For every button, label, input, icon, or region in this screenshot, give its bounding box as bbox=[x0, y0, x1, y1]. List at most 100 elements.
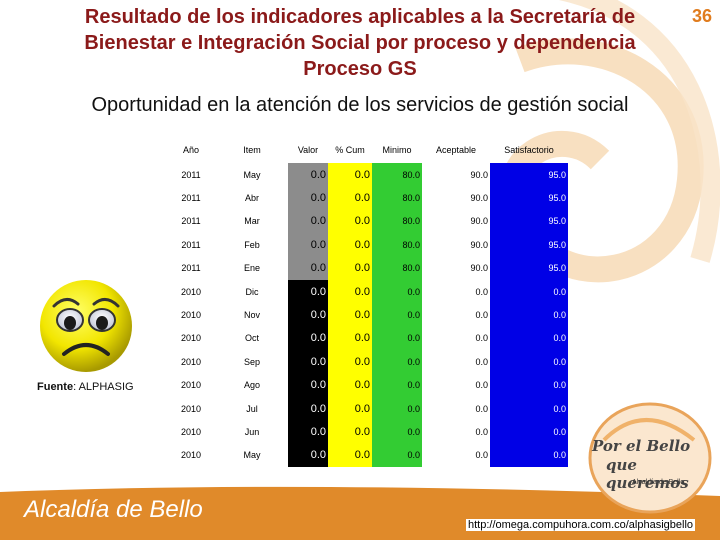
cell-minimo: 0.0 bbox=[372, 303, 422, 327]
col-header-year: Año bbox=[182, 145, 199, 155]
cell-satisfactorio: 0.0 bbox=[490, 326, 568, 351]
cell-item: Mar bbox=[244, 216, 260, 227]
table-row: 2011 Abr 0.0 0.0 80.0 90.0 95.0 bbox=[166, 186, 568, 210]
table-row: 2010 Jul 0.0 0.0 0.0 0.0 0.0 bbox=[166, 396, 568, 421]
cell-minimo: 80.0 bbox=[372, 256, 422, 280]
logo-swirl-icon bbox=[588, 402, 712, 514]
page-title-line: Proceso GS bbox=[303, 58, 417, 80]
cell-year: 2010 bbox=[180, 333, 202, 344]
logo-text-line2: que queremos bbox=[606, 456, 689, 492]
cell-satisfactorio: 0.0 bbox=[490, 279, 568, 304]
cell-valor: 0.0 bbox=[288, 233, 328, 257]
table-row: 2010 Nov 0.0 0.0 0.0 0.0 0.0 bbox=[166, 303, 568, 327]
col-header-item: Item bbox=[243, 145, 261, 155]
cell-minimo: 80.0 bbox=[372, 186, 422, 210]
cell-year: 2011 bbox=[181, 169, 201, 180]
cell-valor: 0.0 bbox=[288, 373, 328, 397]
cell-year: 2011 bbox=[181, 263, 201, 274]
cell-item: Jun bbox=[244, 426, 260, 437]
cell-year: 2010 bbox=[180, 426, 202, 437]
cell-valor: 0.0 bbox=[288, 326, 328, 351]
cell-minimo: 0.0 bbox=[372, 396, 422, 421]
cell-satisfactorio: 0.0 bbox=[490, 350, 568, 374]
cell-minimo: 0.0 bbox=[372, 279, 422, 304]
cell-aceptable: 0.0 bbox=[475, 356, 488, 367]
cell-aceptable: 90.0 bbox=[470, 216, 488, 227]
cell-aceptable: 90.0 bbox=[470, 263, 488, 274]
footer-org-name: Alcaldía de Bello bbox=[24, 496, 203, 523]
cell-minimo: 0.0 bbox=[372, 350, 422, 374]
indicator-table: Año Item Valor % Cum Minimo Aceptable Sa… bbox=[166, 137, 568, 468]
cell-valor: 0.0 bbox=[288, 303, 328, 327]
cell-item: Oct bbox=[244, 333, 259, 344]
sad-face-icon bbox=[40, 280, 132, 372]
cell-cum: 0.0 bbox=[328, 163, 372, 187]
cell-year: 2010 bbox=[180, 286, 202, 297]
cell-year: 2010 bbox=[180, 403, 202, 414]
table-row: 2010 Dic 0.0 0.0 0.0 0.0 0.0 bbox=[166, 279, 568, 304]
cell-satisfactorio: 0.0 bbox=[490, 303, 568, 327]
cell-minimo: 0.0 bbox=[372, 420, 422, 444]
col-header-cum: % Cum bbox=[335, 145, 365, 155]
cell-cum: 0.0 bbox=[328, 350, 372, 374]
cell-aceptable: 90.0 bbox=[470, 193, 488, 204]
cell-year: 2011 bbox=[181, 193, 201, 204]
cell-item: Feb bbox=[244, 239, 260, 250]
cell-item: Abr bbox=[244, 193, 259, 204]
cell-cum: 0.0 bbox=[328, 186, 372, 210]
source-label: Fuente bbox=[37, 381, 74, 393]
slide-number: 36 bbox=[691, 6, 712, 26]
col-header-minimo: Minimo bbox=[382, 145, 412, 155]
cell-valor: 0.0 bbox=[288, 443, 328, 468]
cell-satisfactorio: 0.0 bbox=[490, 420, 568, 444]
cell-year: 2010 bbox=[180, 450, 202, 461]
cell-cum: 0.0 bbox=[328, 209, 372, 234]
cell-item: Nov bbox=[243, 310, 260, 321]
cell-cum: 0.0 bbox=[328, 279, 372, 304]
source-value: : ALPHASIG bbox=[73, 381, 134, 393]
cell-item: May bbox=[243, 450, 261, 461]
cell-valor: 0.0 bbox=[288, 209, 328, 234]
cell-cum: 0.0 bbox=[328, 443, 372, 468]
cell-item: Jul bbox=[246, 403, 258, 414]
table-row: 2011 May 0.0 0.0 80.0 90.0 95.0 bbox=[166, 163, 568, 187]
cell-minimo: 0.0 bbox=[372, 326, 422, 351]
table-header-row: Año Item Valor % Cum Minimo Aceptable Sa… bbox=[166, 137, 568, 163]
cell-cum: 0.0 bbox=[328, 396, 372, 421]
chart-subtitle: Oportunidad en la atención de los servic… bbox=[91, 94, 629, 116]
col-header-aceptable: Aceptable bbox=[435, 145, 477, 155]
cell-year: 2010 bbox=[180, 310, 202, 321]
footer-url-link[interactable]: http://omega.compuhora.com.co/alphasigbe… bbox=[466, 519, 696, 531]
cell-aceptable: 0.0 bbox=[475, 286, 488, 297]
cell-year: 2011 bbox=[181, 239, 201, 250]
cell-year: 2011 bbox=[181, 216, 201, 227]
cell-satisfactorio: 95.0 bbox=[490, 233, 568, 257]
logo-text-line1: Por el Bello bbox=[592, 437, 691, 455]
table-row: 2011 Ene 0.0 0.0 80.0 90.0 95.0 bbox=[166, 256, 568, 280]
cell-valor: 0.0 bbox=[288, 163, 328, 187]
cell-item: Ago bbox=[243, 380, 260, 391]
cell-valor: 0.0 bbox=[288, 420, 328, 444]
source-note: Fuente: ALPHASIG bbox=[37, 381, 134, 393]
cell-satisfactorio: 0.0 bbox=[490, 373, 568, 397]
cell-minimo: 80.0 bbox=[372, 233, 422, 257]
cell-satisfactorio: 95.0 bbox=[490, 209, 568, 234]
cell-satisfactorio: 95.0 bbox=[490, 256, 568, 280]
cell-aceptable: 0.0 bbox=[475, 403, 488, 414]
cell-minimo: 80.0 bbox=[372, 163, 422, 187]
cell-satisfactorio: 95.0 bbox=[490, 186, 568, 210]
cell-item: May bbox=[243, 169, 261, 180]
table-row: 2010 Sep 0.0 0.0 0.0 0.0 0.0 bbox=[166, 350, 568, 374]
cell-minimo: 80.0 bbox=[372, 209, 422, 234]
table-body: 2011 May 0.0 0.0 80.0 90.0 95.0 2011 Abr 0.0 0.0 80… bbox=[166, 163, 568, 468]
cell-aceptable: 0.0 bbox=[475, 450, 488, 461]
cell-cum: 0.0 bbox=[328, 420, 372, 444]
cell-cum: 0.0 bbox=[328, 326, 372, 351]
cell-cum: 0.0 bbox=[328, 233, 372, 257]
cell-cum: 0.0 bbox=[328, 256, 372, 280]
cell-cum: 0.0 bbox=[328, 373, 372, 397]
cell-item: Dic bbox=[245, 286, 259, 297]
cell-year: 2010 bbox=[180, 356, 202, 367]
cell-item: Ene bbox=[243, 263, 260, 274]
